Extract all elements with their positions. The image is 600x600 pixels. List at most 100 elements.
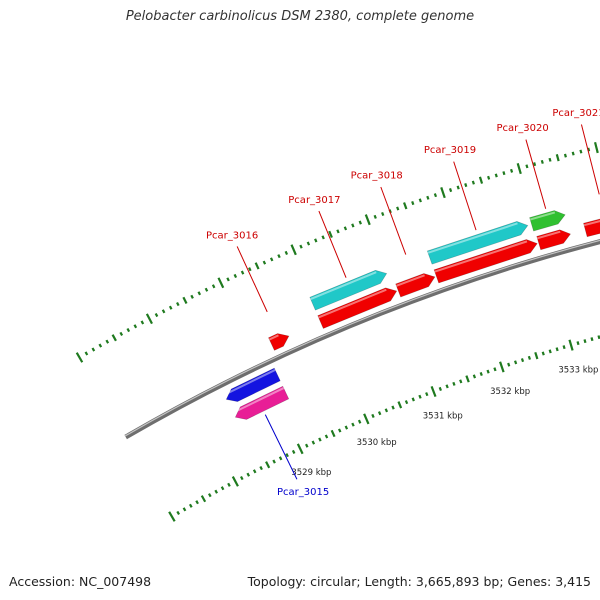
gene-arrow-pcar_3021[interactable] — [583, 214, 600, 238]
scale-minor-tick — [397, 401, 403, 409]
scale-minor-tick — [351, 422, 355, 427]
scale-minor-tick — [269, 257, 274, 262]
scale-minor-tick — [311, 440, 316, 445]
scale-minor-tick — [204, 287, 209, 292]
scale-minor-tick — [425, 392, 429, 397]
gene-arrow-highlight — [434, 240, 528, 273]
scale-minor-tick — [494, 173, 498, 178]
scale-minor-tick — [403, 202, 408, 210]
scale-minor-tick — [98, 343, 103, 348]
scale-minor-tick — [479, 372, 483, 377]
scale-minor-tick — [426, 195, 430, 200]
scale-minor-tick — [278, 456, 283, 461]
scale-minor-tick — [176, 510, 181, 516]
scale-minor-tick — [338, 428, 342, 433]
scale-minor-tick — [195, 500, 199, 505]
scale-minor-tick — [520, 358, 525, 363]
scale-major-tick — [440, 187, 446, 199]
scale-minor-tick — [384, 408, 389, 413]
gene-label-pcar_3020[interactable]: Pcar_3020 — [496, 123, 548, 134]
scale-minor-tick — [381, 212, 385, 217]
scale-major-tick — [499, 361, 505, 373]
scale-minor-tick — [214, 489, 218, 494]
scale-minor-tick — [188, 503, 193, 508]
gene-label-pcar_3015[interactable]: Pcar_3015 — [277, 487, 329, 498]
scale-minor-tick — [571, 151, 575, 156]
scale-minor-tick — [487, 175, 491, 180]
scale-minor-tick — [259, 466, 263, 471]
gene-arrow-pcar_3019[interactable] — [426, 221, 529, 265]
scale-minor-tick — [265, 461, 271, 469]
scale-minor-tick — [182, 507, 187, 512]
scale-minor-tick — [126, 327, 131, 333]
gene-arrow-highlight — [427, 222, 518, 254]
scale-minor-tick — [344, 425, 349, 430]
scale-minor-tick — [211, 284, 216, 289]
gene-arrow-highlight — [310, 271, 377, 301]
scale-minor-tick — [486, 369, 490, 374]
leader-line-pcar_3019 — [453, 161, 477, 231]
scale-minor-tick — [227, 482, 231, 487]
scale-minor-tick — [105, 339, 110, 344]
gene-label-pcar_3019[interactable]: Pcar_3019 — [424, 145, 476, 156]
scale-minor-tick — [576, 341, 580, 346]
scale-minor-tick — [176, 301, 180, 307]
scale-major-tick — [145, 313, 153, 325]
gene-arrow-pcar_3020[interactable] — [536, 229, 571, 251]
scale-minor-tick — [563, 153, 567, 158]
scale-minor-tick — [324, 434, 329, 439]
scale-minor-tick — [284, 250, 289, 255]
gene-arrow-highlight — [537, 230, 561, 240]
gene-arrow-pcar_3015[interactable] — [225, 367, 281, 402]
scale-minor-tick — [433, 193, 438, 198]
scale-minor-tick — [168, 305, 173, 310]
scale-minor-tick — [456, 185, 460, 190]
scale-minor-tick — [133, 324, 138, 329]
scale-minor-tick — [438, 386, 442, 391]
gene-arrow-pcar_3019[interactable] — [433, 239, 538, 284]
scale-minor-tick — [140, 320, 145, 325]
gene-arrow-pcar_3017[interactable] — [309, 269, 388, 311]
gene-label-pcar_3021[interactable]: Pcar_3021 — [552, 108, 600, 119]
scale-minor-tick — [493, 367, 497, 372]
gene-label-pcar_3016[interactable]: Pcar_3016 — [206, 231, 258, 242]
scale-major-tick — [290, 244, 297, 256]
scale-minor-tick — [548, 349, 552, 354]
leader-line-pcar_3020 — [525, 139, 547, 209]
scale-minor-tick — [371, 413, 375, 419]
scale-minor-tick — [200, 495, 207, 503]
scale-minor-tick — [510, 168, 514, 173]
gene-arrow-pcar_3017[interactable] — [317, 287, 398, 329]
gene-label-pcar_3017[interactable]: Pcar_3017 — [288, 195, 340, 206]
gene-arrow-pcar_3018[interactable] — [395, 273, 436, 298]
scale-minor-tick — [272, 459, 276, 464]
scale-major-tick — [75, 352, 84, 363]
scale-major-tick — [168, 511, 176, 522]
gene-arrow-pcar_3016[interactable] — [268, 333, 290, 351]
scale-minor-tick — [583, 339, 587, 344]
scale-minor-tick — [541, 351, 545, 356]
scale-label: 3533 kbp — [558, 366, 598, 376]
scale-major-tick — [363, 413, 370, 425]
map-title: Pelobacter carbinolicus DSM 2380, comple… — [125, 9, 475, 24]
leader-line-pcar_3016 — [236, 246, 268, 313]
scale-minor-tick — [590, 337, 594, 342]
scale-minor-tick — [277, 254, 281, 259]
scale-minor-tick — [240, 270, 245, 275]
gene-arrow-highlight — [232, 387, 285, 414]
scale-minor-tick — [452, 381, 456, 386]
scale-minor-tick — [579, 149, 583, 154]
scale-minor-tick — [248, 267, 252, 272]
scale-minor-tick — [262, 260, 267, 265]
gene-arrow-pcar_3020[interactable] — [529, 210, 566, 232]
scale-major-tick — [296, 443, 304, 455]
scale-minor-tick — [233, 273, 238, 279]
gene-label-pcar_3018[interactable]: Pcar_3018 — [351, 171, 403, 182]
gene-arrow-pcar_3015[interactable] — [234, 385, 290, 420]
scale-minor-tick — [418, 198, 422, 203]
scale-minor-tick — [321, 235, 325, 240]
scale-minor-tick — [336, 229, 340, 234]
scale-major-tick — [430, 385, 437, 398]
scale-minor-tick — [226, 277, 230, 282]
